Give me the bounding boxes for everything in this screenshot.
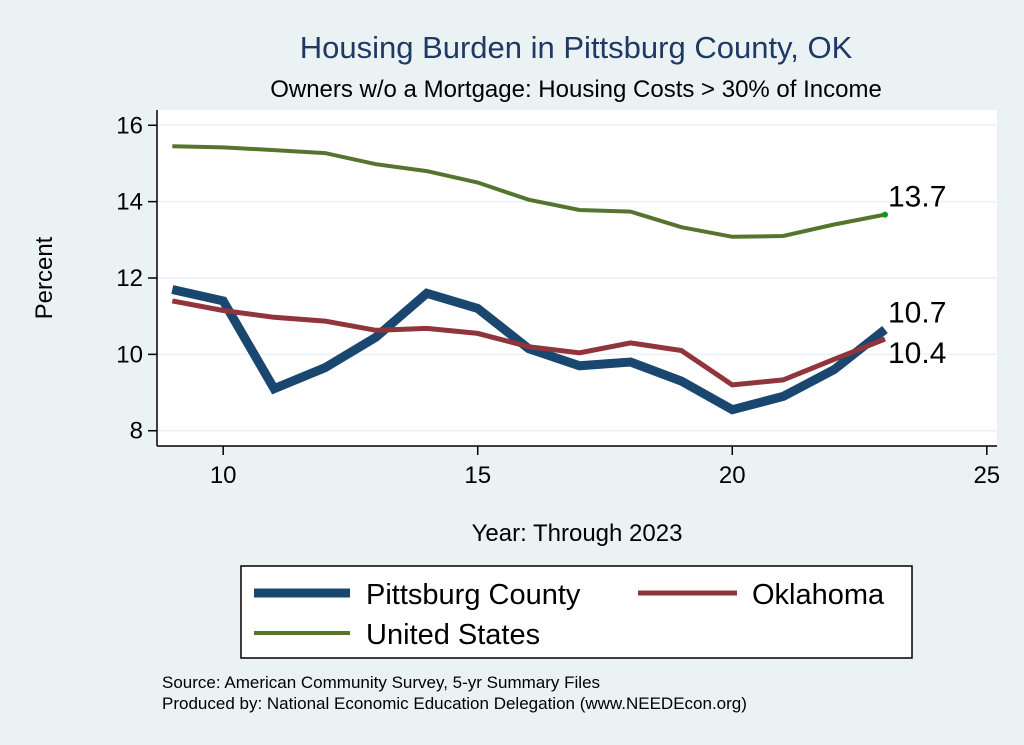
- y-tick-label-14: 14: [116, 189, 143, 216]
- axes: 8 10 12 14 16 10 15 20 25: [116, 110, 1000, 489]
- chart-subtitle: Owners w/o a Mortgage: Housing Costs > 3…: [270, 76, 882, 103]
- x-tick-label-25: 25: [973, 462, 1000, 489]
- x-axis-title: Year: Through 2023: [472, 520, 683, 547]
- y-tick-label-8: 8: [130, 418, 143, 445]
- legend: Pittsburg County Oklahoma United States: [240, 565, 913, 659]
- series-layer: [171, 144, 888, 415]
- end-label-united-states: 13.7: [888, 181, 946, 214]
- chart-title: Housing Burden in Pittsburg County, OK: [300, 30, 853, 65]
- legend-box: [240, 565, 913, 659]
- series-line-united-states: [172, 144, 886, 239]
- marker-united-states-end: [882, 211, 888, 218]
- end-label-oklahoma: 10.4: [888, 337, 946, 370]
- source-note: Source: American Community Survey, 5-yr …: [162, 673, 600, 692]
- series-line-oklahoma: [171, 298, 886, 388]
- legend-label-oklahoma: Oklahoma: [752, 579, 885, 611]
- y-axis-title: Percent: [31, 236, 58, 319]
- x-tick-label-20: 20: [719, 462, 746, 489]
- y-tick-label-12: 12: [116, 265, 143, 292]
- x-tick-label-15: 15: [464, 462, 491, 489]
- x-tick-label-10: 10: [210, 462, 237, 489]
- end-labels: 10.7 10.4 13.7: [888, 181, 946, 370]
- end-label-pittsburg-county: 10.7: [888, 297, 946, 330]
- y-tick-label-16: 16: [116, 112, 143, 139]
- legend-label-united-states: United States: [366, 619, 540, 651]
- produced-note: Produced by: National Economic Education…: [162, 694, 747, 713]
- y-tick-label-10: 10: [116, 341, 143, 368]
- legend-label-pittsburg-county: Pittsburg County: [366, 579, 581, 611]
